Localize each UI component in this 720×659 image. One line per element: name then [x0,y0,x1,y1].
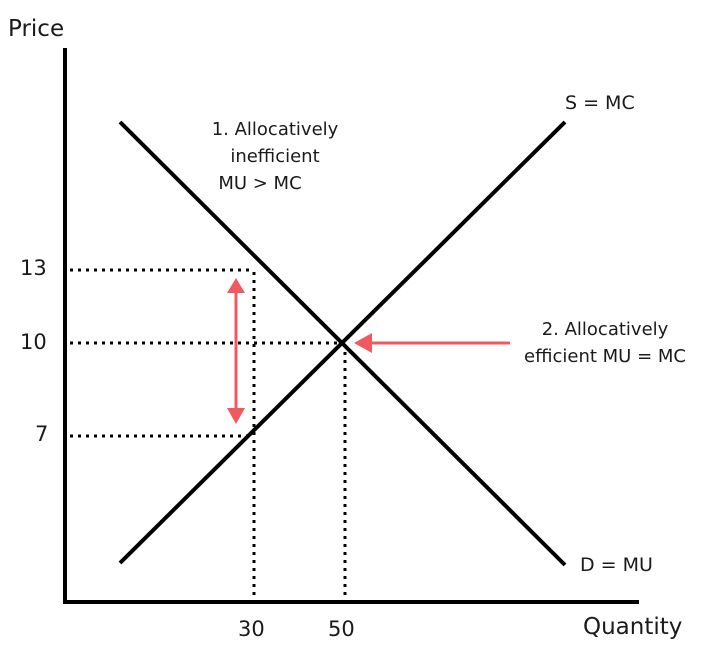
supply-curve [118,120,567,565]
demand-label: D = MU [580,554,653,576]
supply-label: S = MC [565,92,635,114]
annotation-inefficient: 1. Allocatively inefficient MU > MC [180,116,370,197]
gap-double-arrow-icon [227,278,245,424]
annotation-efficient: 2. Allocatively efficient MU = MC [495,316,715,370]
x-axis-label: Quantity [583,614,683,640]
y-axis-label: Price [8,16,65,42]
annotation-efficient-line2: efficient MU = MC [524,346,686,367]
efficiency-arrow-icon [354,333,510,353]
y-tick-10: 10 [20,330,47,354]
y-tick-13: 13 [20,256,47,280]
x-tick-50: 50 [328,617,355,641]
annotation-inefficient-line1: 1. Allocatively [211,119,339,140]
x-tick-30: 30 [238,617,265,641]
annotation-inefficient-line2: inefficient [230,146,320,167]
annotation-inefficient-line3: MU > MC [218,173,302,194]
annotation-efficient-line1: 2. Allocatively [541,319,669,340]
y-tick-7: 7 [35,422,49,446]
